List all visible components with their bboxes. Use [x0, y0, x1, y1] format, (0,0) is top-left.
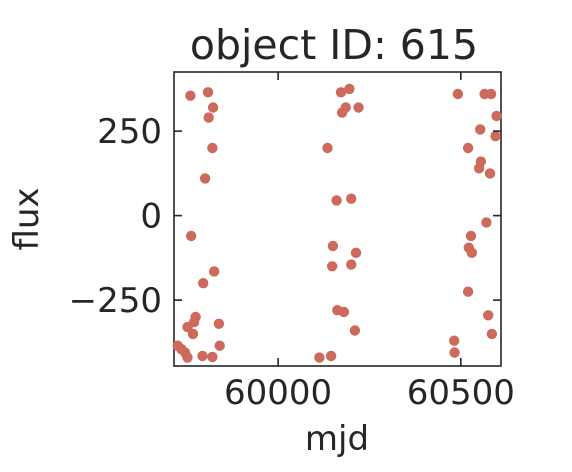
data-point: [322, 142, 333, 154]
data-point: [475, 124, 486, 135]
data-point: [350, 247, 362, 258]
data-point: [490, 131, 501, 142]
data-point: [340, 102, 351, 113]
data-point: [486, 328, 498, 340]
x-tick-label: 60500: [407, 373, 515, 413]
data-point: [186, 230, 197, 242]
data-point: [182, 352, 193, 363]
data-point: [199, 173, 211, 184]
axis-ticks: [174, 72, 501, 366]
data-point: [338, 306, 350, 318]
data-point: [214, 340, 225, 351]
data-point: [484, 168, 496, 179]
y-axis-label: flux: [7, 187, 47, 250]
data-point: [213, 318, 225, 329]
data-point: [185, 90, 196, 101]
data-point: [349, 325, 361, 336]
data-point: [327, 240, 339, 252]
y-tick-label: −250: [69, 281, 162, 321]
data-point: [207, 102, 219, 113]
plot-area: [172, 71, 502, 367]
data-point: [203, 112, 214, 123]
data-point: [449, 335, 460, 346]
x-axis-label: mjd: [305, 419, 369, 459]
data-point: [198, 278, 209, 289]
data-point: [346, 259, 357, 270]
data-point: [346, 193, 357, 204]
data-point: [314, 352, 325, 363]
data-point: [475, 156, 487, 167]
chart-title: object ID: 615: [190, 21, 478, 69]
data-point: [353, 102, 364, 113]
data-point: [465, 230, 477, 242]
data-point: [449, 347, 460, 358]
plot-frame: [173, 71, 502, 367]
data-point: [190, 311, 201, 323]
data-point: [202, 87, 214, 98]
data-point: [462, 286, 474, 297]
data-point: [466, 247, 477, 258]
data-point: [462, 142, 474, 154]
y-tick-label: 250: [97, 112, 162, 152]
data-point: [344, 83, 355, 95]
x-tick-label: 60000: [224, 373, 332, 413]
data-point: [197, 350, 208, 362]
data-point: [452, 88, 464, 100]
y-tick-label: 0: [140, 197, 162, 237]
data-point: [335, 87, 347, 98]
data-point: [327, 261, 338, 272]
data-point: [325, 350, 337, 362]
data-point: [331, 195, 342, 206]
data-point: [491, 110, 502, 122]
data-point: [483, 310, 494, 321]
data-point: [207, 351, 218, 363]
data-point: [485, 88, 497, 100]
data-points: [172, 83, 502, 363]
data-point: [187, 328, 199, 340]
data-point: [207, 142, 218, 154]
tick-labels: 60000 60500 −250 0 250: [69, 112, 515, 413]
data-point: [481, 217, 492, 228]
data-point: [209, 266, 220, 277]
